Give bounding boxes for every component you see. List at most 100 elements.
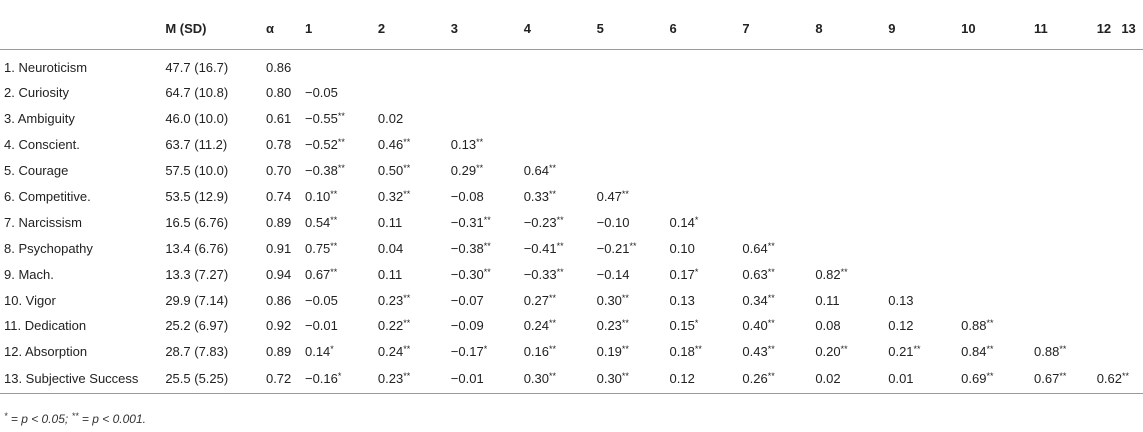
correlation-cell [961,158,1034,184]
mean-sd-cell: 64.7 (10.8) [165,85,229,101]
significance-marker: ** [986,318,994,329]
correlation-value: 0.18 [669,344,695,360]
correlation-value: 0.46 [377,137,404,153]
significance-marker: ** [629,240,637,251]
correlation-cell: 0.84** [961,339,1034,365]
correlation-cell: 0.02 [815,364,889,394]
correlation-cell: 0.18** [670,339,743,365]
correlation-cell [1121,261,1143,287]
significance-marker: ** [476,137,484,148]
correlation-cell [378,80,451,106]
correlation-value: 0.24 [523,318,550,334]
significance-marker: ** [767,266,775,277]
significance-marker: ** [694,344,702,355]
correlation-cell [670,184,743,210]
correlation-cell [1121,313,1143,339]
correlation-cell: 0.12 [888,313,961,339]
correlation-cell: 0.04 [378,235,451,261]
correlation-cell [888,209,961,235]
correlation-cell [815,209,888,235]
correlation-cell: −0.09 [451,313,524,339]
correlation-cell [1121,132,1143,158]
significance-marker: ** [330,240,338,251]
correlation-cell [597,158,670,184]
correlation-value: 0.88 [961,318,987,334]
table-row: 4. Conscient. 63.7 (11.2) 0.78 −0.52** 0.46*… [0,132,1143,158]
correlation-cell [1097,132,1122,158]
correlation-cell: 0.13 [888,287,961,313]
correlation-value: 0.64 [523,163,550,179]
correlation-value: 0.19 [596,344,622,360]
variable-label: 5. Courage [4,163,69,179]
variable-label: 4. Conscient. [4,137,80,153]
correlation-cell: 0.14* [305,339,378,365]
correlation-value: −0.55 [304,111,338,127]
table-body: 1. Neuroticism 47.7 (16.7) 0.86 2. Curiosit… [0,50,1143,394]
correlation-cell [305,50,378,81]
correlation-cell: 0.63** [742,261,815,287]
correlation-value: 0.22 [377,318,404,334]
correlation-cell: 0.10** [305,184,378,210]
correlation-cell: −0.01 [305,313,378,339]
variable-label: 13. Subjective Success [0,364,166,394]
correlation-cell: −0.52** [305,132,378,158]
alpha-cell: 0.78 [265,137,292,153]
correlation-value: 0.54 [304,214,331,230]
correlation-value: −0.52 [304,137,338,153]
correlation-cell: 0.02 [378,106,451,132]
correlation-cell [597,80,670,106]
correlation-cell: −0.23** [524,209,597,235]
correlation-cell [1034,235,1097,261]
variable-label: 8. Psychopathy [4,240,93,256]
table-row: 1. Neuroticism 47.7 (16.7) 0.86 [0,50,1143,81]
correlation-value: 0.08 [815,318,841,334]
correlation-cell [524,132,597,158]
correlation-cell [742,209,815,235]
correlation-cell: −0.41** [524,235,597,261]
variable-label: 7. Narcissism [4,214,83,230]
correlation-cell [815,158,888,184]
correlation-cell [670,158,743,184]
alpha-cell: 0.86 [265,292,292,308]
correlation-cell [1034,209,1097,235]
correlation-cell [451,80,524,106]
correlation-cell [1097,209,1122,235]
correlation-cell: 0.21** [888,339,961,365]
table-row: 11. Dedication 25.2 (6.97) 0.92 −0.01 0.22**… [0,313,1143,339]
correlation-value: 0.82 [815,266,841,282]
correlation-value: 0.27 [523,292,550,308]
correlation-cell [451,106,524,132]
correlation-cell: 0.62** [1096,364,1129,394]
mean-sd-cell: 46.0 (10.0) [165,111,229,127]
correlation-cell: 0.24** [378,339,451,365]
variable-label: 6. Competitive. [4,189,91,204]
correlation-cell [815,80,888,106]
header-col-10: 10 [961,8,1035,50]
correlation-cell [1097,261,1122,287]
correlation-value: 0.88 [1034,344,1060,360]
correlation-cell [961,132,1034,158]
correlation-cell [1034,261,1097,287]
correlation-value: −0.01 [304,318,338,334]
correlation-cell: −0.38** [451,235,524,261]
correlation-cell [1034,132,1097,158]
variable-label: 11. Dedication [4,318,87,334]
mean-sd-cell: 47.7 (16.7) [165,60,229,75]
correlation-cell [1034,184,1097,210]
header-variable [0,8,166,50]
correlation-cell [1034,80,1097,106]
correlation-cell: 0.27** [524,287,597,313]
correlation-cell: 0.54** [305,209,378,235]
correlation-value: −0.16 [304,371,338,387]
mean-sd-cell: 16.5 (6.76) [165,214,229,230]
significance-marker: * [694,214,699,225]
correlation-value: 0.43 [742,344,768,360]
correlation-cell: −0.30** [451,261,524,287]
correlation-value: 0.69 [961,371,987,387]
significance-marker: * [330,344,334,355]
significance-marker: ** [330,214,338,225]
correlation-value: 0.23 [596,318,622,334]
correlation-value: 0.30 [596,371,622,387]
correlation-cell [670,50,743,81]
mean-sd-cell: 29.9 (7.14) [165,292,229,308]
